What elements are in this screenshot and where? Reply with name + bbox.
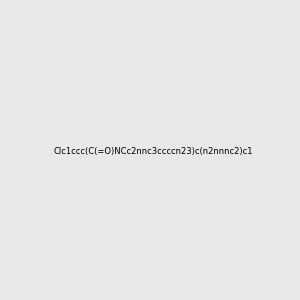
Text: Clc1ccc(C(=O)NCc2nnc3ccccn23)c(n2nnnc2)c1: Clc1ccc(C(=O)NCc2nnc3ccccn23)c(n2nnnc2)c…	[54, 147, 254, 156]
